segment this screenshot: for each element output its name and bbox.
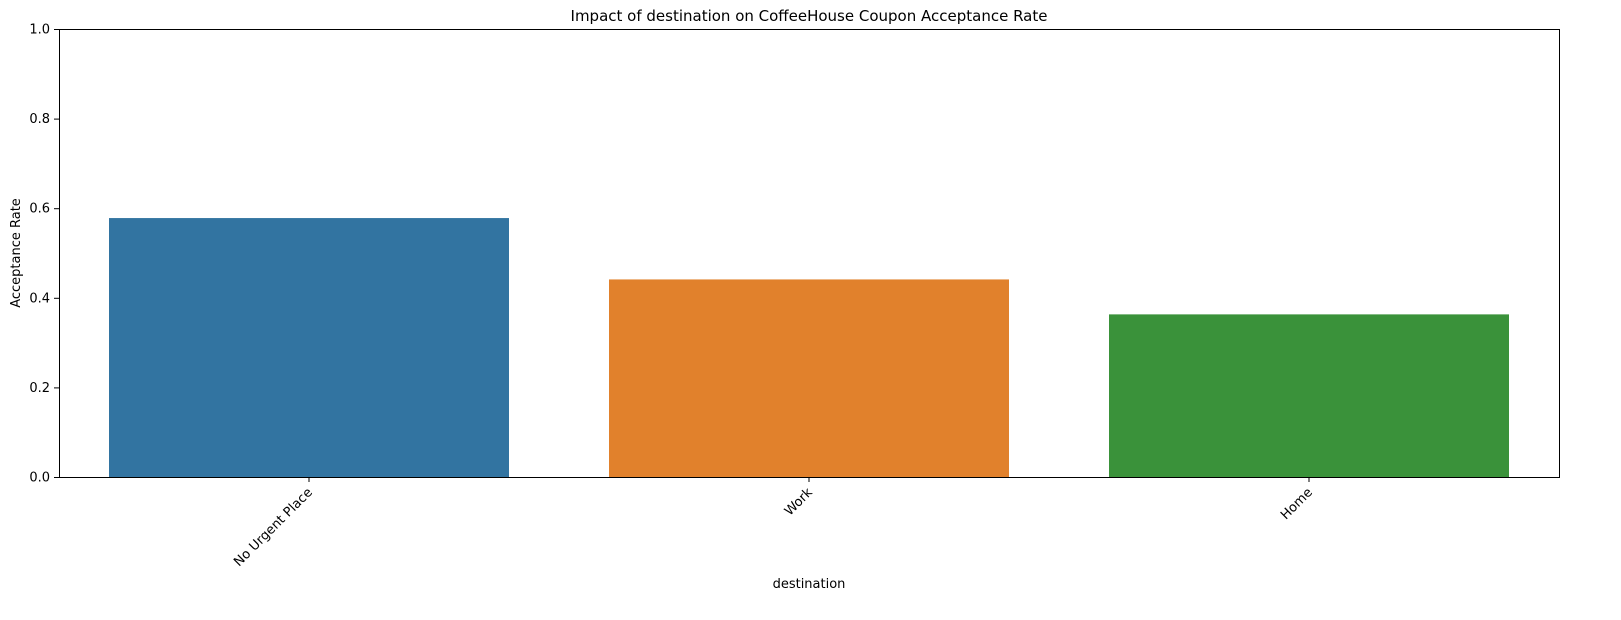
- bar-work: [609, 279, 1009, 477]
- y-tick-label: 0.4: [29, 291, 50, 306]
- y-axis-title: Acceptance Rate: [9, 198, 24, 308]
- x-axis-title: destination: [773, 577, 846, 592]
- x-tick-label: No Urgent Place: [231, 485, 316, 570]
- y-axis: 0.0 0.2 0.4 0.6 0.8 1.0: [29, 23, 59, 486]
- x-axis: No Urgent Place Work Home: [231, 477, 1316, 570]
- bar-home: [1109, 314, 1509, 477]
- y-tick-label: 1.0: [29, 23, 50, 38]
- y-tick-label: 0.8: [29, 112, 50, 127]
- y-tick-label: 0.0: [29, 471, 50, 486]
- y-tick-label: 0.2: [29, 381, 50, 396]
- x-tick-label: Work: [782, 485, 816, 519]
- y-tick-label: 0.6: [29, 202, 50, 217]
- bar-no-urgent-place: [109, 218, 509, 477]
- chart-title: Impact of destination on CoffeeHouse Cou…: [571, 7, 1048, 25]
- x-tick-label: Home: [1278, 485, 1316, 523]
- plot-frame: [59, 29, 1560, 478]
- bars-layer: [109, 218, 1509, 477]
